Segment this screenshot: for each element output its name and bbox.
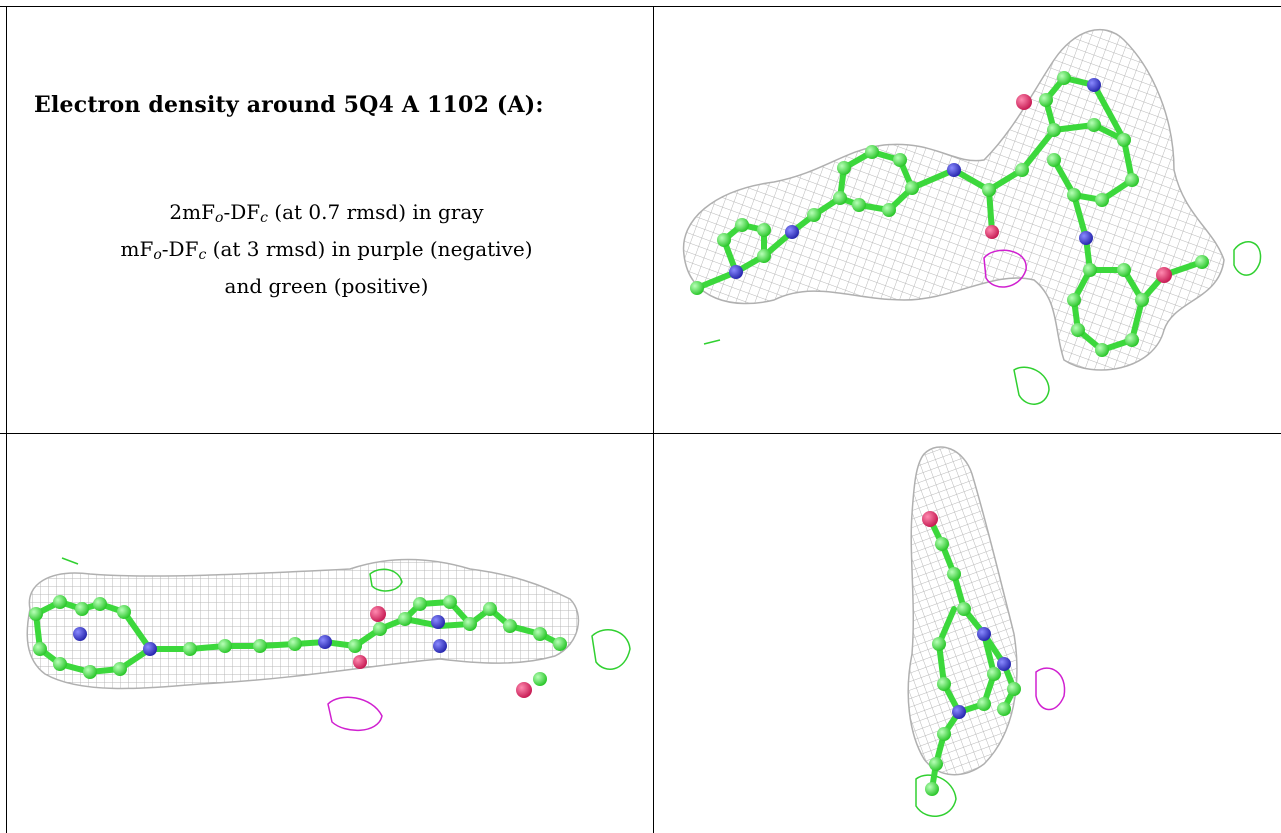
- negative-density: [327, 696, 383, 732]
- legend-line-2fofc: 2mFo-DFc (at 0.7 rmsd) in gray: [169, 200, 484, 226]
- negative-density: [983, 249, 1027, 288]
- grid-line-left: [6, 6, 7, 833]
- bottom-right-view: [654, 434, 1281, 833]
- density-render-top-right: [682, 29, 1262, 405]
- negative-density: [1035, 667, 1066, 711]
- legend-line-positive: and green (positive): [224, 274, 429, 298]
- density-render-bottom-left: [26, 557, 631, 732]
- positive-density-1: [1233, 241, 1262, 276]
- grid-line-middle: [0, 433, 1281, 434]
- positive-density-2: [1013, 366, 1050, 405]
- top-right-view: [654, 0, 1281, 433]
- caption-cell: Electron density around 5Q4 A 1102 (A): …: [0, 0, 653, 433]
- gray-mesh: [26, 558, 580, 690]
- grid-line-center: [653, 6, 654, 833]
- positive-density-1: [591, 629, 631, 670]
- bottom-left-view: [0, 434, 653, 833]
- density-legend: 2mFo-DFc (at 0.7 rmsd) in gray mFo-DFc (…: [0, 197, 653, 302]
- density-render-bottom-right: [907, 446, 1066, 817]
- legend-line-fofc: mFo-DFc (at 3 rmsd) in purple (negative): [120, 237, 533, 263]
- grid-line-top: [0, 6, 1281, 7]
- gray-mesh: [682, 29, 1225, 371]
- figure-title: Electron density around 5Q4 A 1102 (A):: [34, 92, 544, 118]
- positive-density-2: [369, 568, 403, 592]
